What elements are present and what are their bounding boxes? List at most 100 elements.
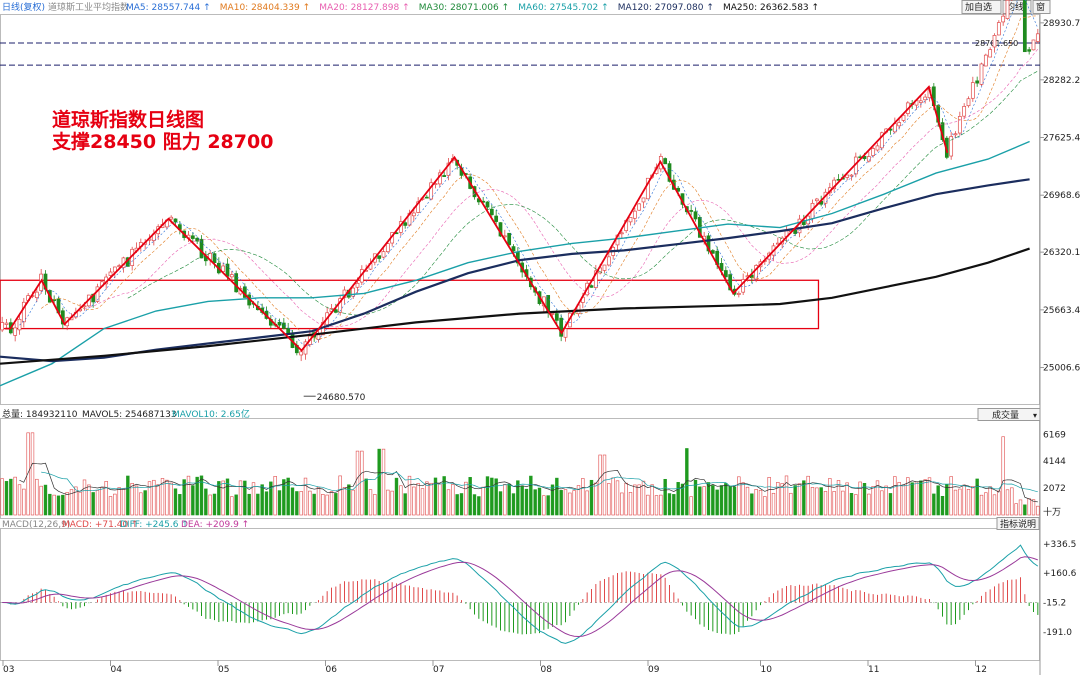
header-button-label-2[interactable]: 窗 [1036, 1, 1045, 13]
price-tick-label-0: 28930.70 [1043, 19, 1080, 29]
macd-diff-line [2, 544, 1039, 644]
volume-bar [1023, 504, 1027, 516]
volume-bar [901, 484, 906, 516]
ma5-line [19, 0, 1039, 346]
volume-unit-label: 十万 [1043, 506, 1061, 518]
price-tick-label-5: 25663.41 [1043, 306, 1080, 316]
candle-body [199, 238, 204, 259]
x-tick-label-7: 10 [761, 665, 773, 675]
volume-bar [780, 483, 784, 516]
ma60-line [0, 140, 1030, 387]
candle-body [489, 208, 494, 216]
volume-bar [494, 478, 498, 516]
volume-bar [750, 493, 754, 516]
volume-bar [724, 483, 728, 516]
volume-bar [199, 475, 204, 516]
volume-bar [906, 477, 910, 516]
candle-body [1031, 39, 1036, 51]
macd-tick-label-2: -15.2 [1043, 599, 1066, 609]
volume-bar [1005, 489, 1010, 516]
volume-bar [936, 485, 940, 516]
ma-value-4: MA60: 27545.702 ↑ [518, 3, 608, 13]
volume-bar [438, 483, 442, 516]
volume-bar [828, 478, 832, 516]
volume-bar [329, 491, 334, 516]
candle-body [1001, 15, 1006, 23]
macd-value: MACD: +71.40 ↑ [62, 520, 139, 530]
volume-bar [355, 450, 360, 516]
volume-bar [702, 486, 706, 516]
volume-bar [290, 487, 295, 516]
volume-bar [338, 475, 342, 516]
volume-bar [225, 478, 230, 516]
volume-bar [758, 489, 763, 516]
volume-bar [394, 477, 399, 516]
volume-bar [992, 494, 997, 516]
volume-bar [295, 491, 299, 516]
chevron-down-icon: ▾ [1033, 411, 1037, 420]
volume-bar [260, 484, 264, 516]
volume-bar [230, 496, 234, 516]
header-button-2[interactable] [1032, 0, 1051, 14]
volume-bar [433, 477, 438, 516]
volume-bar [485, 476, 490, 516]
indicator-help-label[interactable]: 指标说明 [1000, 518, 1036, 530]
macd-diff: DIFF: +245.6 ↑ [120, 520, 189, 530]
volume-bar [9, 478, 13, 516]
candle-body [1022, 0, 1027, 53]
volume-bar [117, 487, 121, 516]
indicator-help-button[interactable] [996, 517, 1040, 530]
candle-body [381, 251, 386, 258]
candle-body [710, 250, 715, 254]
candle-body [628, 217, 633, 223]
candle-body [212, 253, 217, 263]
volume-bar [347, 484, 351, 516]
candle-body [736, 293, 741, 295]
volume-bar [589, 479, 594, 516]
volume-bar [490, 477, 494, 516]
candle-body [17, 318, 22, 331]
volume-bar [806, 475, 810, 516]
volume-bar [351, 489, 355, 516]
volume-tick-label-0: 6169 [1043, 431, 1066, 441]
candle-body [550, 313, 555, 315]
volume-bar [529, 475, 533, 516]
volume-bar [464, 481, 468, 516]
header-button-label-0[interactable]: 加自选 [965, 1, 992, 13]
candle-body [377, 255, 382, 259]
candle-body [108, 271, 113, 276]
volume-bar [559, 490, 563, 516]
candle-body [879, 132, 884, 149]
candle-body [4, 322, 9, 325]
candle-body [195, 237, 200, 242]
volume-bar [386, 489, 390, 516]
volume-bar [429, 482, 433, 516]
volume-bar [555, 477, 559, 516]
volume-bar [971, 486, 975, 516]
volume-bar [61, 494, 65, 516]
volume-bar [611, 477, 615, 516]
volume-bar [48, 493, 52, 516]
macd-params: MACD(12,26,9) [2, 520, 70, 530]
indicator-select[interactable] [977, 408, 1041, 421]
volume-bar [1010, 487, 1014, 516]
x-tick-label-0: 03 [3, 665, 14, 675]
volume-bar [650, 484, 654, 516]
volume-bar [927, 477, 932, 516]
macd-tick-label-3: -191.0 [1043, 628, 1072, 638]
volume-bar [481, 486, 485, 516]
volume-bar [511, 493, 516, 516]
candle-body [411, 212, 416, 217]
volume-bar [113, 493, 117, 516]
volume-bar [425, 481, 429, 516]
volume-bar [26, 432, 30, 516]
indicator-select-label[interactable]: 成交量 [992, 409, 1019, 421]
volume-bar [776, 482, 780, 516]
volume-bar [208, 494, 212, 516]
header-button-label-1[interactable]: 均线 [1006, 1, 1024, 13]
volume-bar [139, 492, 143, 516]
header-button-0[interactable] [961, 0, 1002, 14]
volume-bar [195, 476, 199, 516]
candle-body [169, 216, 174, 220]
